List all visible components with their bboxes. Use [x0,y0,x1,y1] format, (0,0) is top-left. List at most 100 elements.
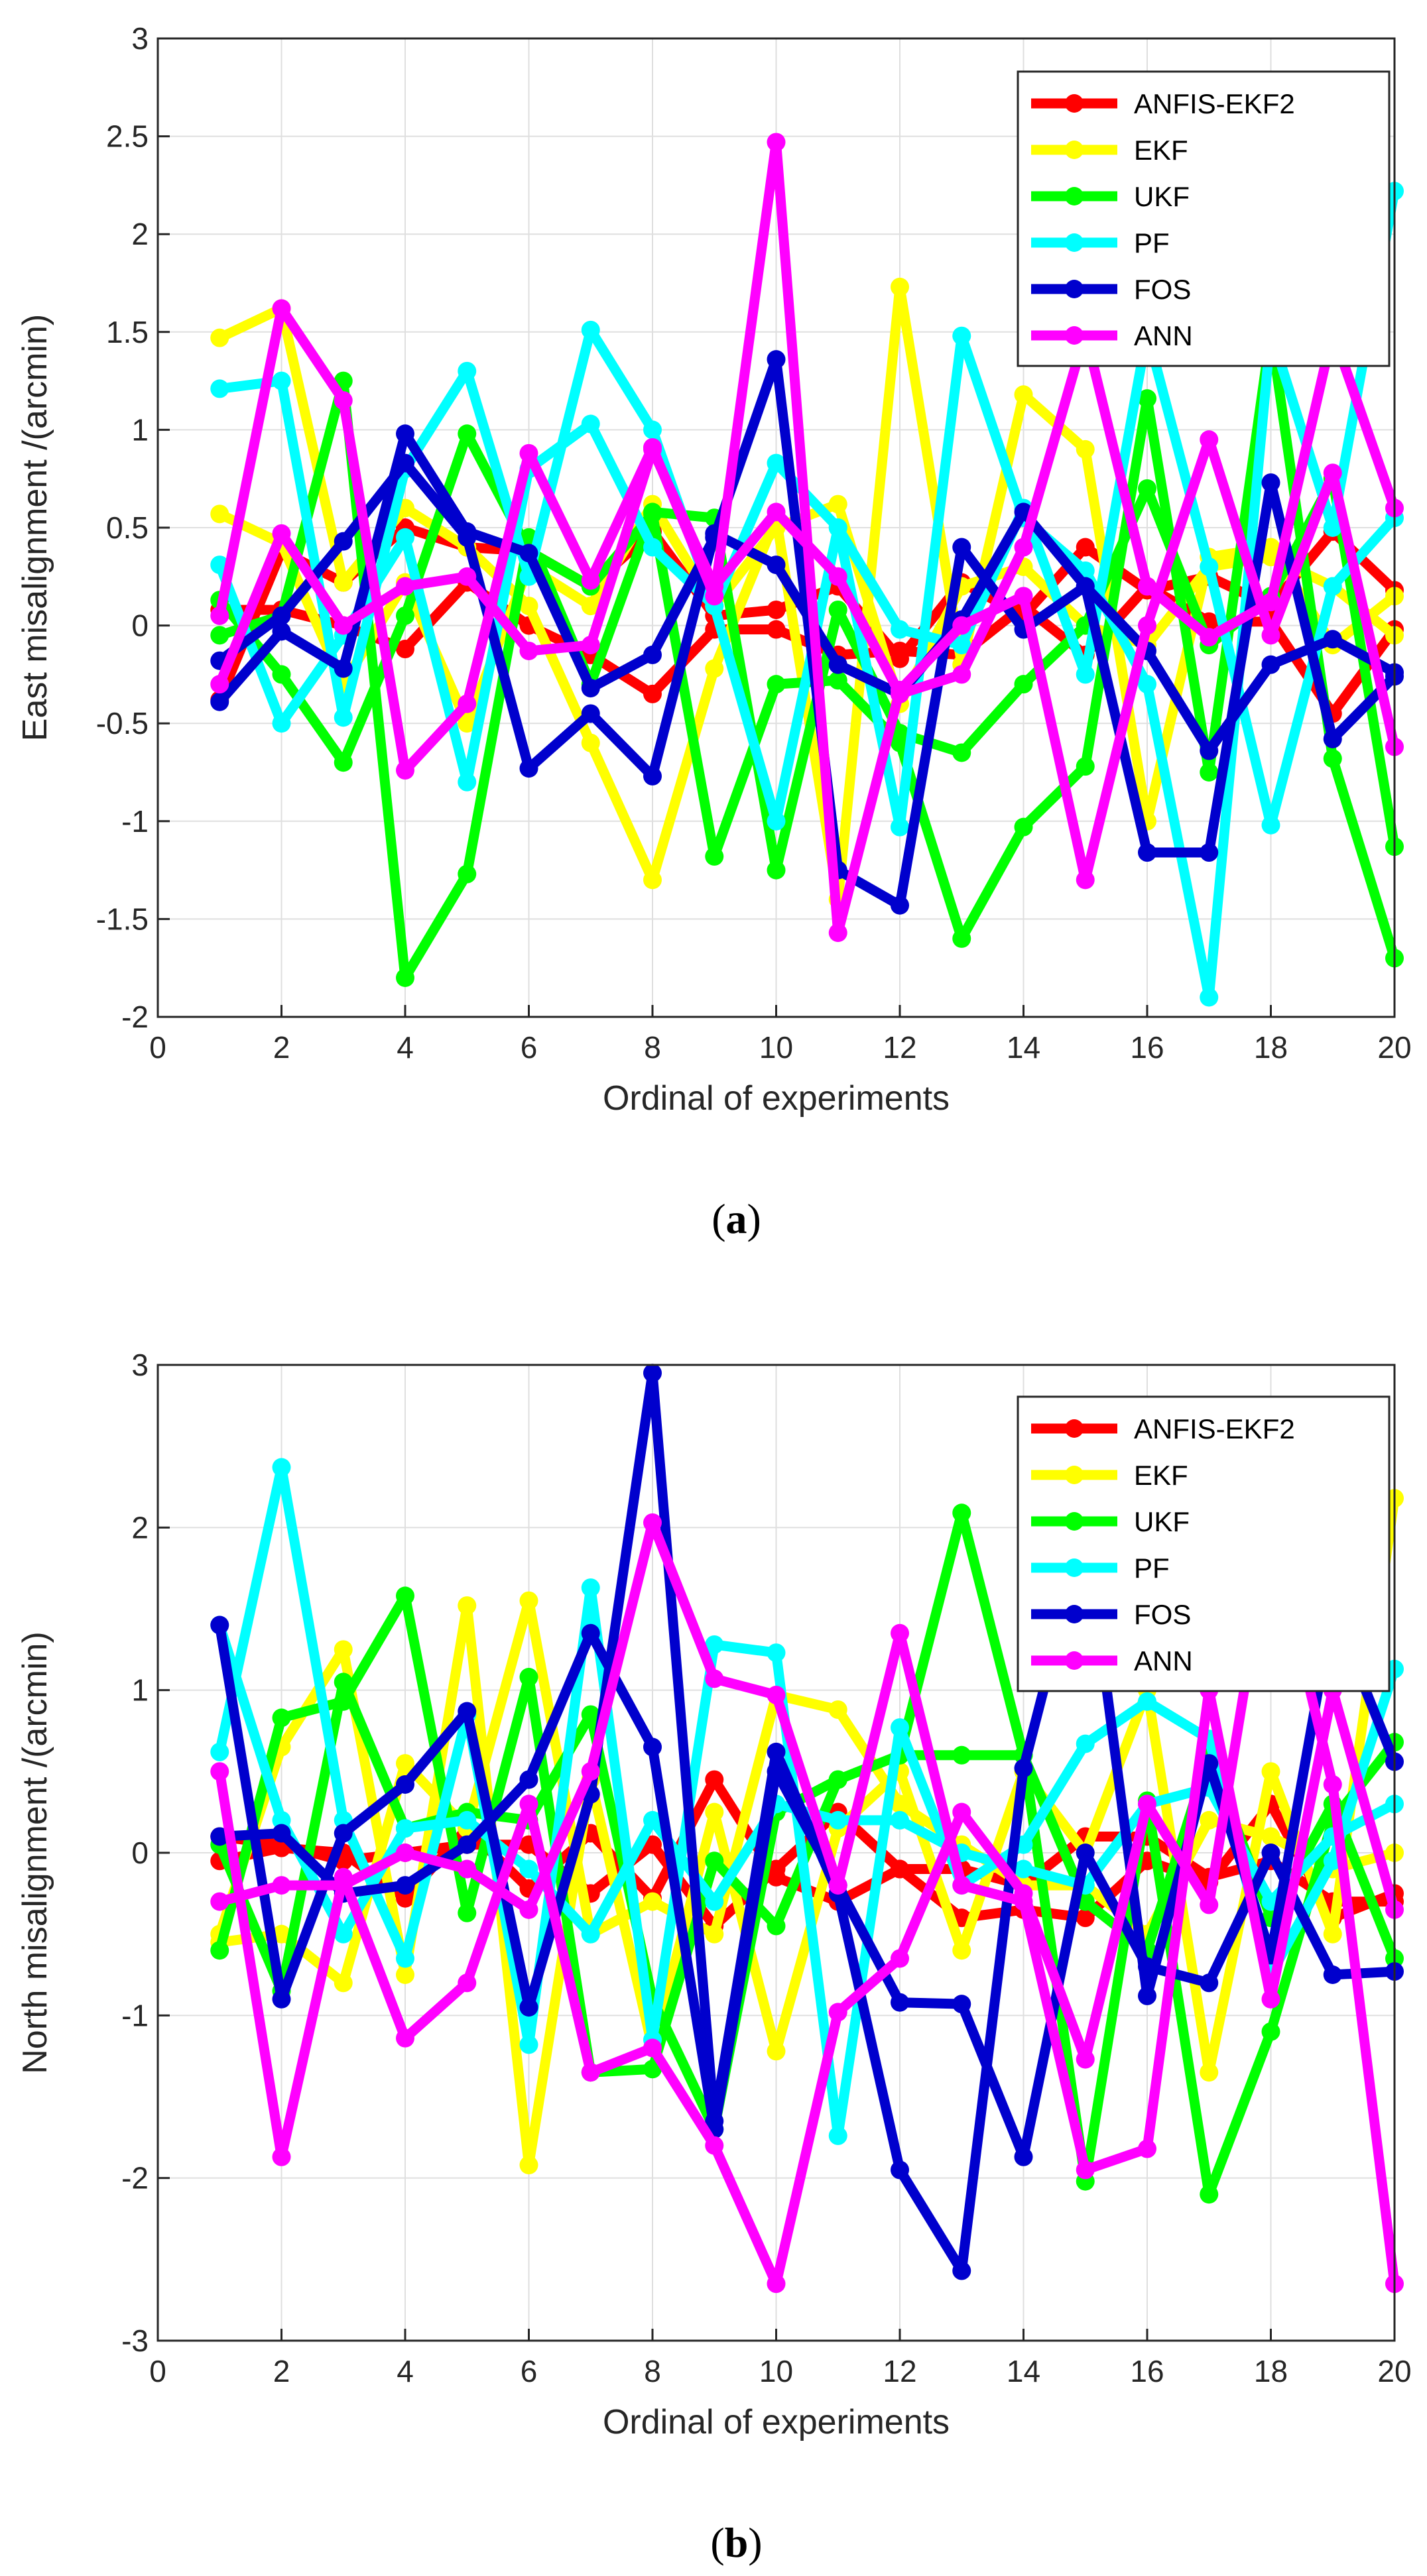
data-point [1200,741,1219,760]
x-tick-label: 0 [149,2354,166,2388]
data-point [1138,843,1156,862]
data-point [767,1643,786,1663]
data-point [891,620,909,639]
data-point [643,2038,662,2058]
series-line [214,1507,1400,2199]
data-point [828,2003,847,2022]
data-point [581,2063,600,2082]
data-point [1076,1844,1095,1862]
data-point [334,708,353,727]
data-point [828,655,847,674]
data-point [1076,577,1095,596]
series-line [214,458,1400,782]
data-point [767,2274,786,2294]
x-tick-label: 8 [644,2354,661,2388]
legend: ANFIS-EKF2 EKF UKF PF FOS ANN [1017,70,1391,367]
data-point [1261,1844,1280,1862]
data-point [643,538,662,557]
data-point [458,694,477,713]
data-point [396,1844,414,1862]
y-tick-label: -1.5 [96,902,149,936]
data-point [1323,577,1342,596]
data-point [767,811,786,831]
data-point [581,320,600,339]
legend-marker [1065,94,1084,113]
data-point [581,571,600,590]
data-point [272,665,291,684]
data-point [210,1827,229,1846]
data-point [828,495,847,514]
legend-marker [1065,187,1084,205]
legend-marker [1065,280,1084,298]
legend-entry: PF [1031,1552,1170,1584]
legend-marker [1065,1466,1084,1484]
data-point [705,659,724,678]
legend-label: EKF [1134,135,1188,166]
data-point [210,328,229,347]
y-tick-label: 2 [131,217,149,251]
data-point [643,502,662,522]
legend-label: FOS [1134,1599,1191,1630]
data-point [334,1640,353,1659]
data-point [210,1615,229,1635]
data-point [210,1762,229,1781]
data-point [581,1623,600,1643]
data-point [210,1941,229,1960]
data-point [643,1737,662,1757]
data-point [767,1686,786,1705]
data-point [334,573,353,592]
data-point [891,2160,909,2180]
data-point [272,299,291,318]
data-point [1261,1762,1280,1781]
data-point [1200,988,1219,1007]
data-point [581,704,600,723]
data-point [1261,2022,1280,2041]
data-point [334,1876,353,1895]
x-tick-label: 14 [1007,2354,1040,2388]
data-point [643,1364,662,1383]
data-point [334,1672,353,1692]
data-point [1014,587,1033,606]
legend-label: ANFIS-EKF2 [1134,1413,1295,1444]
data-point [1323,518,1342,537]
data-point [1200,763,1219,782]
data-point [1138,1957,1156,1976]
series-line [214,282,1400,905]
data-point [458,714,477,733]
data-point [396,1586,414,1606]
legend-box [1017,1395,1391,1692]
series-line [214,376,1400,983]
data-point [705,1802,724,1822]
legend-marker [1065,1651,1084,1670]
data-point [828,600,847,619]
data-point [519,1859,538,1879]
data-point [581,1762,600,1781]
series-line [214,1517,1400,2175]
data-point [581,1705,600,1724]
legend-entry: FOS [1031,1599,1191,1630]
x-tick-label: 10 [759,1030,793,1065]
legend-entry: PF [1031,227,1170,259]
data-point [1323,729,1342,748]
data-point [581,414,600,434]
y-tick-label: 3 [131,1348,149,1382]
y-tick-label: -3 [121,2323,149,2358]
series-ekf [210,277,1404,909]
data-point [1138,675,1156,694]
data-point [767,1859,786,1879]
data-point [767,1742,786,1761]
data-point [643,1513,662,1532]
data-point [705,577,724,596]
series-line [214,1628,1400,2162]
data-point [1323,1965,1342,1984]
series-line [214,327,1400,699]
series-pf [210,322,1404,835]
legend-entry: ANN [1031,320,1193,351]
data-point [334,753,353,772]
data-point [1261,815,1280,835]
data-point [1014,1859,1033,1879]
series-line [214,327,1400,831]
data-point [891,817,909,837]
data-point [1014,2147,1033,2166]
data-point [1200,843,1219,862]
